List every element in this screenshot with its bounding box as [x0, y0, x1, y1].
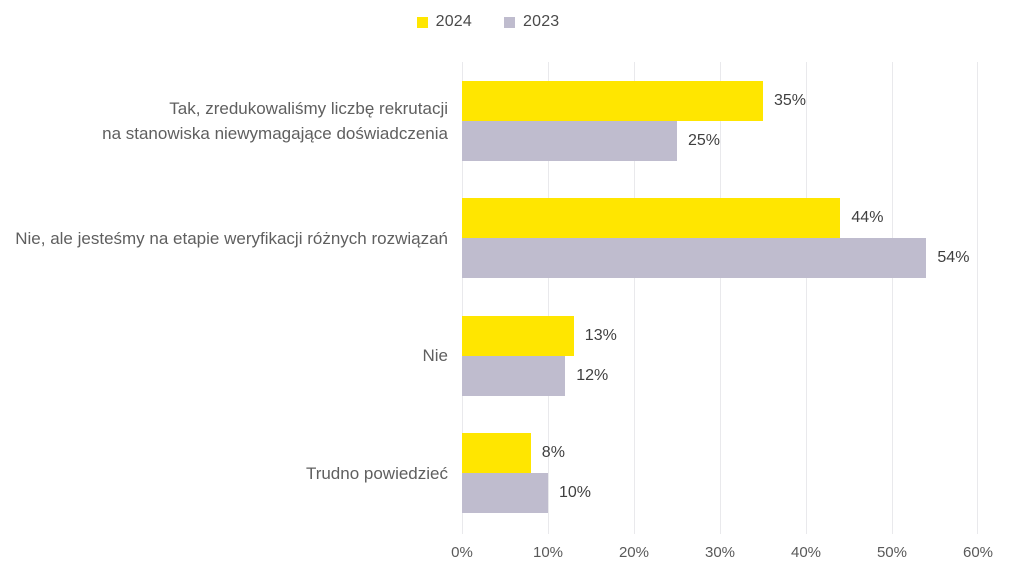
- bar-2023-3: [462, 355, 566, 396]
- bar-2023-4: [462, 473, 548, 514]
- category-group-3: Nie 13% 12%: [0, 297, 978, 415]
- bar-row-2024: 8%: [462, 433, 978, 474]
- x-tick-40: 40%: [790, 544, 822, 561]
- value-label-2023-3: 12%: [576, 366, 609, 384]
- bar-row-2024: 13%: [462, 315, 978, 356]
- value-label-2023-2: 54%: [937, 249, 970, 267]
- value-label-2023-4: 10%: [559, 484, 592, 502]
- legend-label-2023: 2023: [523, 13, 560, 30]
- legend-item-2023: 2023: [504, 13, 559, 31]
- chart-rows: Tak, zredukowaliśmy liczbę rekrutacji na…: [0, 62, 978, 532]
- legend-swatch-2023-icon: [504, 16, 515, 28]
- gridline-0: [462, 62, 463, 534]
- x-tick-0: 0%: [451, 544, 473, 561]
- bar-2024-1: [462, 80, 763, 121]
- gridlines: [462, 62, 978, 534]
- x-tick-60: 60%: [962, 544, 994, 561]
- bar-row-2023: 12%: [462, 355, 978, 396]
- bar-group-4: 8% 10%: [462, 433, 978, 514]
- value-label-2024-4: 8%: [541, 444, 565, 462]
- x-tick-30: 30%: [704, 544, 736, 561]
- bar-row-2023: 25%: [462, 120, 978, 161]
- legend-swatch-2024-icon: [416, 16, 428, 28]
- x-tick-20: 20%: [618, 544, 649, 561]
- gridline-30: [720, 62, 721, 534]
- category-label-2: Nie, ale jesteśmy na etapie weryfikacji …: [15, 228, 448, 248]
- bar-2024-4: [462, 433, 531, 474]
- gridline-10: [548, 62, 549, 534]
- value-label-2024-3: 13%: [584, 326, 617, 344]
- bar-group-3: 13% 12%: [462, 315, 978, 396]
- gridline-20: [633, 62, 635, 534]
- chart-legend: 2024 2023: [0, 13, 976, 31]
- category-label-4: Trudno powiedzieć: [305, 463, 448, 483]
- x-tick-50: 50%: [876, 544, 907, 561]
- category-label-3: Nie: [422, 346, 448, 366]
- category-group-4: Trudno powiedzieć 8% 10%: [0, 415, 978, 533]
- bar-group-1: 35% 25%: [462, 80, 978, 161]
- bar-group-2: 44% 54%: [462, 198, 978, 279]
- value-label-2024-1: 35%: [774, 91, 807, 109]
- bar-row-2023: 10%: [462, 473, 978, 514]
- x-axis: 0% 10% 20% 30% 40% 50% 60%: [451, 544, 993, 566]
- bar-2023-1: [462, 120, 677, 161]
- legend-item-2024: 2024: [416, 13, 472, 31]
- bar-2023-2: [462, 238, 927, 279]
- value-label-2024-2: 44%: [851, 209, 884, 227]
- gridline-50: [891, 62, 893, 534]
- bar-2024-3: [462, 315, 574, 356]
- category-group-2: Nie, ale jesteśmy na etapie weryfikacji …: [0, 180, 978, 298]
- category-group-1: Tak, zredukowaliśmy liczbę rekrutacji na…: [0, 62, 978, 180]
- bar-row-2024: 44%: [462, 198, 978, 239]
- bar-2024-2: [462, 198, 841, 239]
- x-tick-10: 10%: [532, 544, 564, 561]
- category-label-1: Tak, zredukowaliśmy liczbę rekrutacji na…: [102, 98, 448, 143]
- value-label-2023-1: 25%: [688, 131, 721, 149]
- bar-row-2023: 54%: [462, 238, 978, 279]
- gridline-40: [806, 62, 807, 534]
- bar-row-2024: 35%: [462, 80, 978, 121]
- gridline-60: [977, 62, 978, 534]
- legend-label-2024: 2024: [435, 13, 472, 30]
